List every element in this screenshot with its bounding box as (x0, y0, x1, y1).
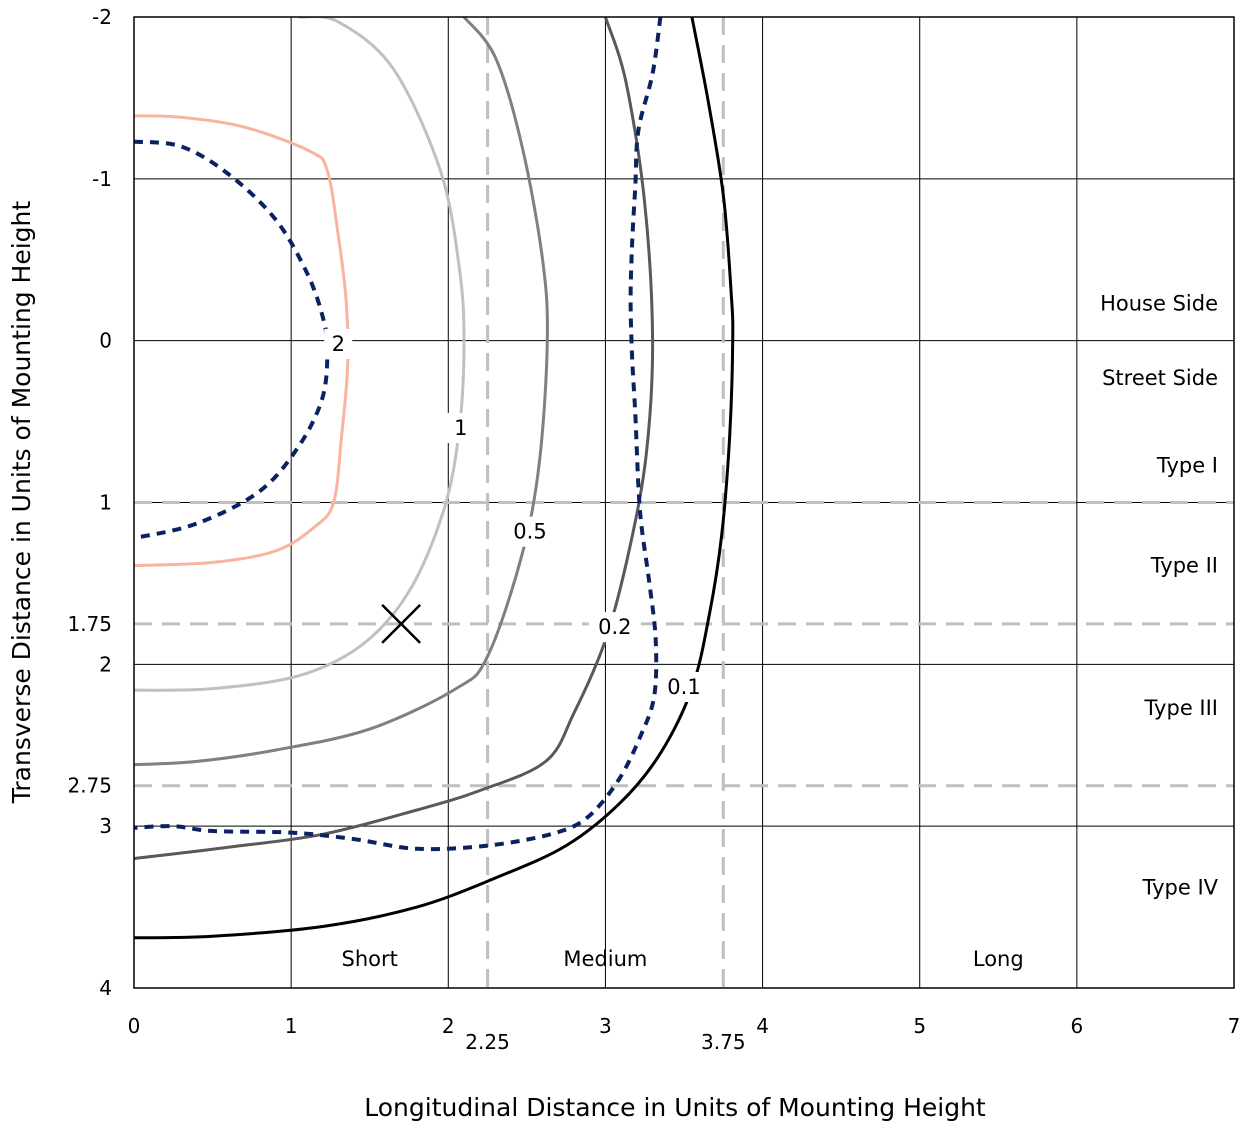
plot-border (133, 16, 1235, 989)
x-tick-label: 2 (442, 1014, 455, 1038)
contour-line (134, 17, 549, 767)
region-label: Type IV (1142, 876, 1219, 900)
y-tick-label: -2 (92, 5, 112, 29)
x-tick-label: 6 (1070, 1014, 1083, 1038)
x-tick-label: 5 (913, 1014, 926, 1038)
plot-frame (133, 16, 1235, 989)
contour-label: 0.1 (667, 675, 700, 699)
x-tick-label: 7 (1228, 1014, 1241, 1038)
reference-lines (134, 17, 1234, 988)
contour-labels: 2 1 0.5 0.2 0.1 (324, 328, 710, 702)
contour-label-bg (504, 516, 556, 547)
x-tick-label-extra: 2.25 (465, 1030, 510, 1054)
y-tick-label: 0 (99, 329, 112, 353)
y-tick-label-extra: 2.75 (67, 774, 112, 798)
contour-label: 1 (454, 416, 467, 440)
position-marker (381, 603, 422, 644)
contour-line (134, 17, 663, 852)
x-tick-label-extra: 3.75 (701, 1030, 746, 1054)
y-tick-label: 4 (99, 976, 112, 1000)
contour-line (134, 17, 655, 860)
x-tick-label: 1 (285, 1014, 298, 1038)
region-labels: House Side Street Side Type I Type II Type I… (342, 291, 1219, 970)
y-tick-label: 1 (99, 491, 112, 515)
x-tick-label: 0 (128, 1014, 141, 1038)
region-label: Type II (1150, 554, 1218, 578)
contour-series (134, 17, 735, 940)
contour-line (134, 139, 330, 541)
marker-stroke (381, 603, 422, 644)
x-axis-title: Longitudinal Distance in Units of Mounti… (364, 1093, 986, 1122)
contour-label-bg (658, 671, 710, 702)
region-label: Type III (1144, 696, 1219, 720)
contour-label: 2 (332, 332, 345, 356)
region-label: Street Side (1102, 366, 1218, 390)
y-tick-label-extra: 1.75 (67, 612, 112, 636)
axis-ticks: 0 1 2 3 4 5 6 7 2.25 3.75 -2 -1 0 1 2 3 4 1.75 2.75 (67, 5, 1240, 1054)
y-axis-title: Transverse Distance in Units of Mounting… (7, 201, 36, 805)
region-label: Medium (563, 947, 647, 971)
contour-label: 0.5 (513, 520, 546, 544)
region-label: Type I (1156, 453, 1218, 477)
y-tick-label: 3 (99, 814, 112, 838)
x-tick-label: 4 (756, 1014, 769, 1038)
region-label: Short (342, 947, 398, 971)
contour-label-bg (446, 413, 475, 444)
x-tick-label: 3 (599, 1014, 612, 1038)
y-tick-label: 2 (99, 652, 112, 676)
region-label: House Side (1100, 291, 1218, 315)
y-tick-label: -1 (92, 167, 112, 191)
region-label: Long (973, 947, 1024, 971)
contour-label-bg (588, 612, 641, 643)
contour-label-bg (324, 328, 353, 359)
contour-label: 0.2 (598, 615, 631, 639)
